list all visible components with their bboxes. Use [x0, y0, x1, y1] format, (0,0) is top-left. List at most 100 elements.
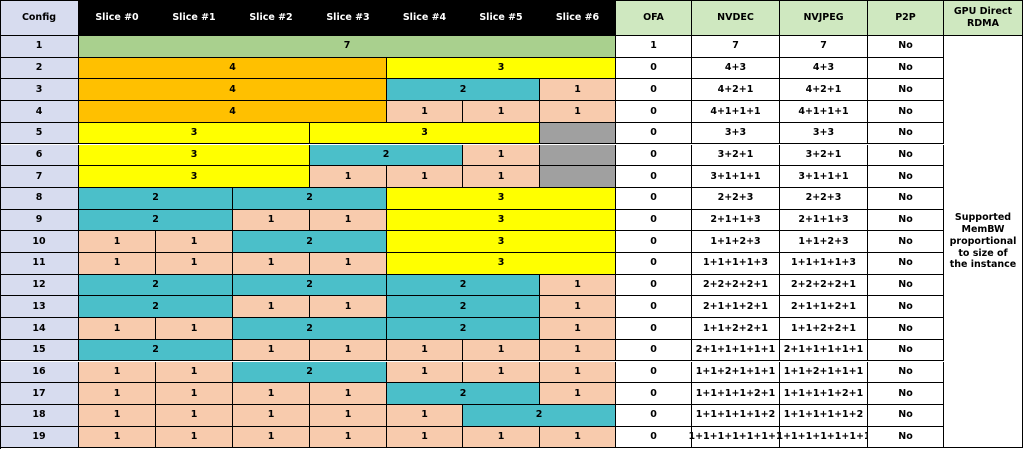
slice-block: 1: [310, 339, 387, 362]
nvjpeg-value: 3+2+1: [780, 144, 868, 167]
slice-block: 4: [79, 101, 387, 123]
config-number: 13: [0, 296, 79, 319]
slice-block: 1: [233, 209, 310, 232]
config-number: 2: [0, 57, 79, 80]
slice-block: 1: [463, 144, 540, 167]
slice-block: 1: [387, 339, 463, 362]
slice-block: 1: [540, 101, 616, 123]
slice-block: [540, 144, 616, 167]
p2p-value: No: [868, 339, 944, 362]
slice-block: 1: [540, 339, 616, 362]
ofa-value: 0: [616, 361, 692, 384]
slice-block: 1: [310, 296, 387, 319]
header-slice-6: Slice #6: [540, 0, 616, 36]
nvdec-value: 4+2+1: [692, 79, 780, 102]
slice-block: 1: [540, 79, 616, 102]
slice-block: 1: [387, 101, 463, 123]
p2p-value: No: [868, 187, 944, 210]
slice-block: 1: [463, 339, 540, 362]
slice-block: 1: [387, 404, 463, 427]
ofa-value: 0: [616, 318, 692, 340]
nvdec-value: 3+2+1: [692, 144, 780, 167]
p2p-value: No: [868, 296, 944, 319]
slice-block: 1: [79, 361, 156, 384]
p2p-value: No: [868, 101, 944, 123]
config-number: 4: [0, 101, 79, 123]
header-p2p: P2P: [868, 0, 944, 36]
config-number: 7: [0, 166, 79, 188]
slice-block: 7: [79, 36, 616, 58]
slice-block: 1: [233, 426, 310, 449]
slice-block: 1: [156, 361, 233, 384]
config-number: 16: [0, 361, 79, 384]
config-number: 8: [0, 187, 79, 210]
config-number: 11: [0, 253, 79, 275]
nvjpeg-value: 1+1+1+1+2+1: [780, 383, 868, 405]
nvjpeg-value: 7: [780, 36, 868, 58]
ofa-value: 0: [616, 274, 692, 297]
p2p-value: No: [868, 404, 944, 427]
slice-block: 3: [79, 122, 310, 145]
nvdec-value: 7: [692, 36, 780, 58]
p2p-value: No: [868, 318, 944, 340]
nvjpeg-value: 2+1+1+1+1+1: [780, 339, 868, 362]
ofa-value: 0: [616, 101, 692, 123]
slice-block: 1: [387, 426, 463, 449]
nvdec-value: 2+1+1+1+1+1: [692, 339, 780, 362]
ofa-value: 0: [616, 296, 692, 319]
header-slice-3: Slice #3: [310, 0, 387, 36]
p2p-value: No: [868, 122, 944, 145]
slice-block: 3: [387, 253, 616, 275]
slice-block: 1: [310, 404, 387, 427]
p2p-value: No: [868, 166, 944, 188]
p2p-value: No: [868, 144, 944, 167]
slice-block: 1: [233, 404, 310, 427]
slice-block: 1: [310, 426, 387, 449]
nvdec-value: 1+1+2+1+1+1: [692, 361, 780, 384]
slice-block: 1: [310, 253, 387, 275]
slice-block: 1: [156, 426, 233, 449]
slice-block: 1: [156, 231, 233, 253]
header-slice-4: Slice #4: [387, 0, 463, 36]
slice-block: 2: [233, 274, 387, 297]
slice-block: 2: [387, 383, 540, 405]
nvjpeg-value: 1+1+1+1+1+2: [780, 404, 868, 427]
ofa-value: 0: [616, 187, 692, 210]
header-nvjpeg: NVJPEG: [780, 0, 868, 36]
slice-block: 2: [387, 318, 540, 340]
slice-block: 1: [79, 383, 156, 405]
config-number: 9: [0, 209, 79, 232]
nvdec-value: 1+1+1+1+1+1+1: [688, 426, 783, 449]
config-number: 15: [0, 339, 79, 362]
nvjpeg-value: 3+1+1+1: [780, 166, 868, 188]
slice-block: 1: [156, 404, 233, 427]
slice-block: 1: [233, 339, 310, 362]
p2p-value: No: [868, 274, 944, 297]
ofa-value: 0: [616, 79, 692, 102]
nvjpeg-value: 3+3: [780, 122, 868, 145]
slice-block: 1: [540, 318, 616, 340]
slice-block: 2: [233, 231, 387, 253]
nvdec-value: 4+3: [692, 57, 780, 80]
config-number: 14: [0, 318, 79, 340]
nvdec-value: 2+1+1+3: [692, 209, 780, 232]
slice-block: 1: [540, 383, 616, 405]
slice-block: 1: [79, 253, 156, 275]
slice-block: 1: [540, 426, 616, 449]
slice-block: 1: [156, 383, 233, 405]
slice-block: 1: [233, 253, 310, 275]
nvjpeg-value: 2+2+3: [780, 187, 868, 210]
nvdec-value: 2+1+1+2+1: [692, 296, 780, 319]
ofa-value: 0: [616, 57, 692, 80]
slice-block: 1: [387, 361, 463, 384]
nvdec-value: 1+1+1+1+2+1: [692, 383, 780, 405]
slice-block: 3: [387, 187, 616, 210]
nvdec-value: 2+2+2+2+1: [692, 274, 780, 297]
ofa-value: 0: [616, 339, 692, 362]
nvjpeg-value: 1+1+2+3: [780, 231, 868, 253]
slice-block: 2: [463, 404, 616, 427]
ofa-value: 0: [616, 144, 692, 167]
slice-block: 1: [156, 253, 233, 275]
slice-block: 2: [387, 274, 540, 297]
